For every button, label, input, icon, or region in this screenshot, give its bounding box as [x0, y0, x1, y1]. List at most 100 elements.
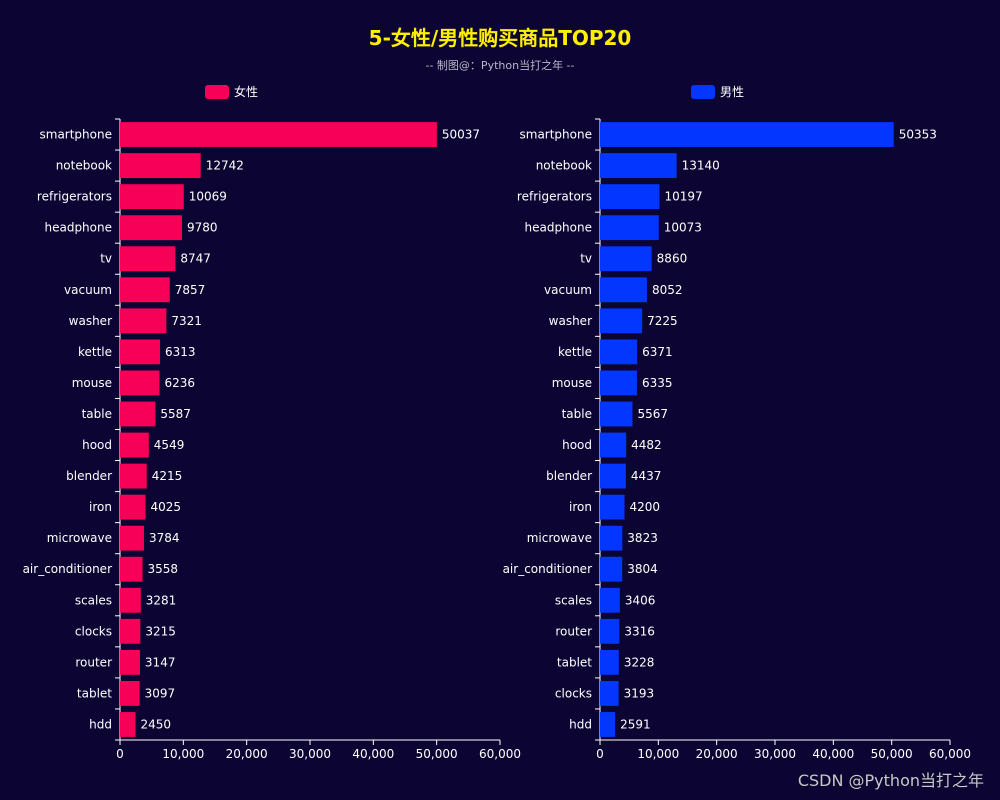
- female-bar-tv: [120, 246, 176, 272]
- female-bar-air_conditioner: [120, 556, 143, 582]
- female-category-label: vacuum: [64, 283, 112, 297]
- female-bar-blender: [120, 463, 147, 489]
- male-category-label: vacuum: [544, 283, 592, 297]
- male-value-label: 13140: [682, 159, 720, 173]
- male-category-label: kettle: [558, 345, 592, 359]
- female-value-label: 50037: [442, 128, 480, 142]
- male-bar-air_conditioner: [600, 556, 623, 582]
- female-bar-scales: [120, 587, 141, 613]
- male-bar-clocks: [600, 681, 619, 706]
- male-bar-blender: [600, 463, 626, 489]
- female-category-label: microwave: [47, 531, 112, 545]
- female-bar-microwave: [120, 525, 144, 551]
- female-x-tick-label: 40,000: [352, 747, 394, 761]
- male-category-label: iron: [569, 500, 592, 514]
- male-x-tick-label: 20,000: [696, 747, 738, 761]
- male-bar-vacuum: [600, 277, 647, 303]
- male-category-label: tv: [580, 252, 592, 266]
- male-bar-iron: [600, 494, 625, 520]
- chart-title: 5-女性/男性购买商品TOP20: [368, 26, 632, 50]
- female-x-tick-label: 30,000: [289, 747, 331, 761]
- male-bar-microwave: [600, 525, 623, 551]
- female-value-label: 5587: [160, 407, 191, 421]
- male-category-label: air_conditioner: [503, 562, 592, 576]
- male-x-tick-label: 40,000: [812, 747, 854, 761]
- male-category-label: clocks: [555, 686, 592, 700]
- female-value-label: 12742: [206, 159, 244, 173]
- male-category-label: router: [555, 624, 592, 638]
- female-value-label: 3281: [146, 593, 177, 607]
- male-value-label: 3228: [624, 655, 655, 669]
- female-value-label: 10069: [189, 190, 227, 204]
- male-value-label: 3316: [624, 624, 655, 638]
- male-bar-hdd: [600, 712, 616, 737]
- male-value-label: 3823: [627, 531, 658, 545]
- female-value-label: 4025: [150, 500, 181, 514]
- female-category-label: tablet: [77, 686, 112, 700]
- female-category-label: mouse: [72, 376, 112, 390]
- male-x-tick-label: 50,000: [871, 747, 913, 761]
- male-category-label: headphone: [524, 221, 592, 235]
- female-category-label: iron: [89, 500, 112, 514]
- female-value-label: 3784: [149, 531, 180, 545]
- male-category-label: microwave: [527, 531, 592, 545]
- male-value-label: 4200: [630, 500, 661, 514]
- watermark: CSDN @Python当打之年: [797, 771, 984, 790]
- male-bar-refrigerators: [600, 184, 660, 210]
- female-value-label: 2450: [141, 717, 172, 731]
- male-value-label: 3406: [625, 593, 656, 607]
- female-bar-notebook: [120, 153, 201, 178]
- female-category-label: clocks: [75, 624, 112, 638]
- female-bar-table: [120, 401, 156, 427]
- male-category-label: blender: [546, 469, 592, 483]
- male-value-label: 7225: [647, 314, 678, 328]
- male-category-label: refrigerators: [517, 190, 592, 204]
- male-bar-smartphone: [600, 122, 894, 147]
- female-category-label: smartphone: [40, 128, 113, 142]
- male-bar-table: [600, 401, 633, 427]
- male-bar-hood: [600, 432, 627, 458]
- female-x-tick-label: 50,000: [416, 747, 458, 761]
- female-category-label: table: [82, 407, 112, 421]
- male-category-label: tablet: [557, 655, 592, 669]
- male-value-label: 3193: [624, 686, 655, 700]
- legend-male-label: 男性: [720, 85, 745, 99]
- male-value-label: 5567: [637, 407, 668, 421]
- male-x-tick-label: 0: [596, 747, 604, 761]
- male-bar-mouse: [600, 370, 637, 396]
- male-value-label: 4437: [631, 469, 662, 483]
- male-bar-washer: [600, 308, 643, 334]
- male-value-label: 8860: [657, 252, 688, 266]
- male-value-label: 4482: [631, 438, 662, 452]
- female-value-label: 6313: [165, 345, 196, 359]
- chart-subtitle: -- 制图@：Python当打之年 --: [425, 59, 575, 72]
- male-category-label: smartphone: [520, 128, 593, 142]
- female-bar-washer: [120, 308, 167, 334]
- male-value-label: 2591: [620, 717, 651, 731]
- legend-male[interactable]: 男性: [691, 83, 744, 100]
- female-category-label: hood: [82, 438, 112, 452]
- male-category-label: notebook: [536, 159, 592, 173]
- male-category-label: table: [562, 407, 592, 421]
- female-bar-hdd: [120, 712, 136, 737]
- female-value-label: 3215: [145, 624, 176, 638]
- legend-female-swatch: [205, 84, 229, 99]
- female-category-label: hdd: [89, 717, 112, 731]
- female-category-label: tv: [100, 252, 112, 266]
- male-value-label: 8052: [652, 283, 683, 297]
- female-bar-headphone: [120, 215, 182, 241]
- female-category-label: kettle: [78, 345, 112, 359]
- male-category-label: hood: [562, 438, 592, 452]
- female-bar-router: [120, 649, 140, 675]
- female-bar-hood: [120, 432, 149, 458]
- female-bar-iron: [120, 494, 146, 520]
- female-category-label: blender: [66, 469, 112, 483]
- legend-female[interactable]: 女性: [205, 83, 258, 100]
- male-value-label: 6335: [642, 376, 673, 390]
- male-category-label: washer: [549, 314, 592, 328]
- female-value-label: 4549: [154, 438, 185, 452]
- male-category-label: mouse: [552, 376, 592, 390]
- male-value-label: 50353: [899, 128, 937, 142]
- male-bar-tv: [600, 246, 652, 272]
